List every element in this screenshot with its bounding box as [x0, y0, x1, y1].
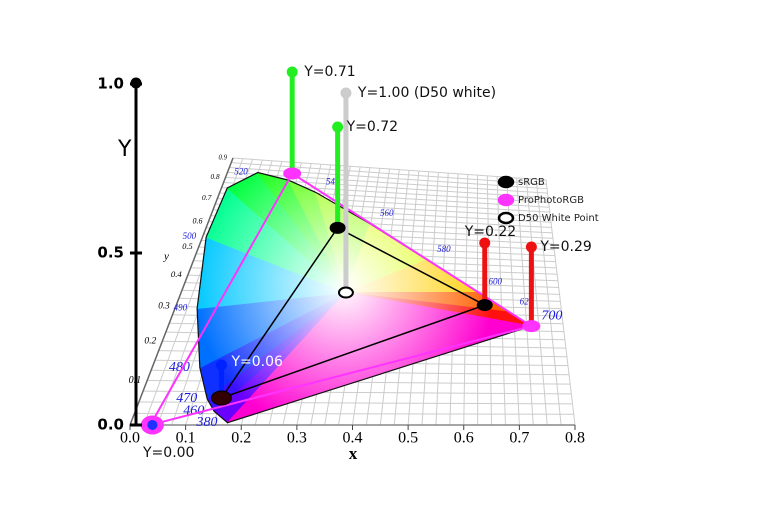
- x-tick-label: 0.4: [343, 430, 363, 447]
- stem-top: [286, 66, 298, 78]
- stem-top: [479, 237, 491, 249]
- floor-y-tick-label: 0.3: [158, 300, 170, 310]
- luminance-label: Y=0.00: [142, 445, 194, 461]
- floor-edge: [129, 157, 234, 426]
- floor-y-tick-label: 0.7: [202, 193, 213, 202]
- y-tick-label: 1.0: [97, 75, 124, 93]
- wavelength-label: 540: [326, 176, 340, 186]
- primary-marker: [283, 167, 302, 180]
- primary-marker: [522, 320, 541, 333]
- srgb-gamut: [219, 226, 487, 400]
- legend-swatch: [497, 211, 515, 225]
- legend-swatch: [497, 175, 515, 189]
- grid-line: [231, 162, 547, 185]
- x-tick-label: 0.0: [120, 430, 140, 447]
- x-tick-label: 0.6: [454, 430, 474, 447]
- grid-line: [232, 157, 547, 181]
- wavelength-label: 580: [437, 244, 451, 254]
- luminance-label: Y=0.22: [464, 224, 516, 240]
- floor-y-title: y: [163, 251, 169, 263]
- stem-top: [332, 121, 344, 133]
- y-tick-label: 0.0: [97, 416, 124, 434]
- x-tick-label: 0.5: [398, 430, 418, 447]
- floor-y-tick-label: 0.9: [219, 155, 228, 162]
- legend-swatch: [497, 193, 515, 207]
- x-tick-label: 0.7: [509, 430, 529, 447]
- primary-marker: [329, 221, 346, 234]
- x-axis-title: x: [349, 444, 358, 463]
- floor-y-tick-label: 0.4: [171, 269, 183, 279]
- primary-marker: [147, 419, 158, 430]
- y-axis-title: Y: [117, 137, 132, 162]
- floor-y-tick-label: 0.1: [129, 375, 142, 386]
- grid-line: [134, 412, 574, 415]
- wavelength-label: 700: [541, 308, 562, 323]
- primary-marker: [337, 286, 354, 299]
- x-tick-label: 0.1: [176, 430, 196, 447]
- grid-line: [227, 171, 548, 194]
- luminance-label: Y=0.72: [346, 119, 398, 135]
- luminance-label: Y=0.06: [230, 354, 283, 370]
- prophoto-gamut: [148, 172, 534, 427]
- floor-y-tick-label: 0.2: [144, 335, 156, 346]
- wavelength-label: 380: [196, 415, 218, 430]
- grid-line: [229, 166, 548, 190]
- wavelength-label: 620: [520, 296, 534, 306]
- x-tick-label: 0.8: [565, 430, 585, 447]
- x-tick-label: 0.2: [231, 430, 251, 447]
- floor-y-tick-label: 0.8: [211, 173, 220, 181]
- wavelength-label: 470: [176, 391, 197, 406]
- floor-y-tick-label: 0.6: [192, 216, 202, 225]
- stem-top: [340, 87, 352, 99]
- primary-marker: [210, 390, 232, 406]
- legend-label: ProPhotoRGB: [518, 195, 584, 206]
- stem-top: [215, 359, 227, 371]
- wavelength-label: 490: [174, 303, 188, 313]
- luminance-label: Y=0.71: [303, 64, 355, 80]
- wavelength-label: 520: [234, 167, 248, 177]
- stem-top: [525, 241, 537, 253]
- wavelength-label: 500: [183, 231, 197, 241]
- wavelength-label: 600: [489, 277, 503, 287]
- legend-label: D50 White Point: [518, 213, 599, 224]
- luminance-label: Y=0.29: [539, 239, 591, 255]
- primary-marker: [476, 299, 493, 312]
- overlay: 380460470480490500520540560580600620700Y…: [97, 64, 598, 461]
- y-tick-label: 0.5: [97, 244, 124, 262]
- x-tick-label: 0.3: [287, 430, 307, 447]
- luminance-label: Y=1.00 (D50 white): [357, 85, 496, 101]
- wavelength-label: 560: [380, 208, 394, 218]
- floor-y-tick-label: 0.5: [182, 242, 192, 251]
- legend-label: sRGB: [518, 177, 545, 188]
